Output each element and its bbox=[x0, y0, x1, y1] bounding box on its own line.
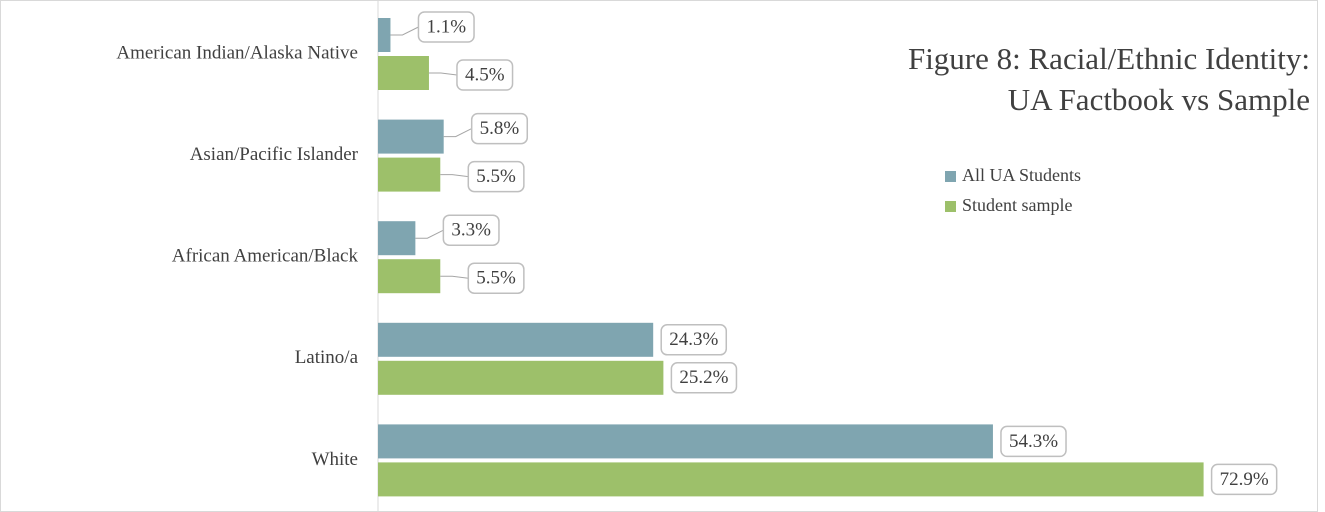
y-tick-label: African American/Black bbox=[172, 246, 359, 267]
bar bbox=[378, 360, 664, 395]
leader-line bbox=[428, 72, 458, 76]
leader-line bbox=[415, 229, 444, 239]
data-label-box bbox=[470, 112, 529, 145]
bar bbox=[378, 424, 993, 459]
data-label: 4.5% bbox=[465, 64, 505, 85]
data-label: 72.9% bbox=[1220, 469, 1269, 490]
chart-title: UA Factbook vs Sample bbox=[1008, 82, 1310, 117]
leader-line bbox=[440, 174, 469, 178]
data-label: 24.3% bbox=[669, 329, 718, 350]
data-label: 5.5% bbox=[476, 268, 516, 289]
legend-label: Student sample bbox=[962, 195, 1073, 215]
leader-line bbox=[443, 128, 472, 138]
y-tick-label: Latino/a bbox=[295, 347, 359, 368]
data-label: 5.5% bbox=[476, 166, 516, 187]
bar bbox=[378, 119, 444, 154]
data-label-box bbox=[670, 362, 738, 394]
data-label-box bbox=[1000, 425, 1067, 458]
leader-line bbox=[390, 26, 419, 36]
bar bbox=[378, 56, 429, 90]
leader-line bbox=[440, 275, 469, 279]
y-tick-label: Asian/Pacific Islander bbox=[190, 144, 359, 165]
chart-title: Figure 8: Racial/Ethnic Identity: bbox=[908, 41, 1310, 76]
legend-swatch bbox=[945, 171, 956, 182]
data-label: 54.3% bbox=[1009, 431, 1058, 452]
legend-swatch bbox=[945, 201, 956, 212]
bar bbox=[378, 221, 416, 256]
data-label-box bbox=[1210, 463, 1278, 496]
bar bbox=[378, 322, 654, 357]
data-label-box bbox=[417, 11, 475, 43]
bar bbox=[378, 157, 441, 192]
data-label-box bbox=[456, 59, 514, 91]
legend-label: All UA Students bbox=[962, 165, 1081, 185]
bar bbox=[378, 18, 391, 52]
data-label-box bbox=[467, 262, 525, 294]
data-label: 3.3% bbox=[451, 220, 491, 241]
data-label-box bbox=[442, 214, 500, 246]
y-tick-label: White bbox=[312, 449, 358, 470]
data-label-box bbox=[660, 324, 728, 356]
y-tick-label: American Indian/Alaska Native bbox=[116, 42, 358, 63]
data-label: 1.1% bbox=[426, 16, 466, 37]
data-label-box bbox=[467, 160, 525, 193]
bar bbox=[378, 462, 1204, 497]
data-label: 25.2% bbox=[679, 367, 728, 388]
bar bbox=[378, 259, 441, 294]
data-label: 5.8% bbox=[480, 118, 520, 139]
